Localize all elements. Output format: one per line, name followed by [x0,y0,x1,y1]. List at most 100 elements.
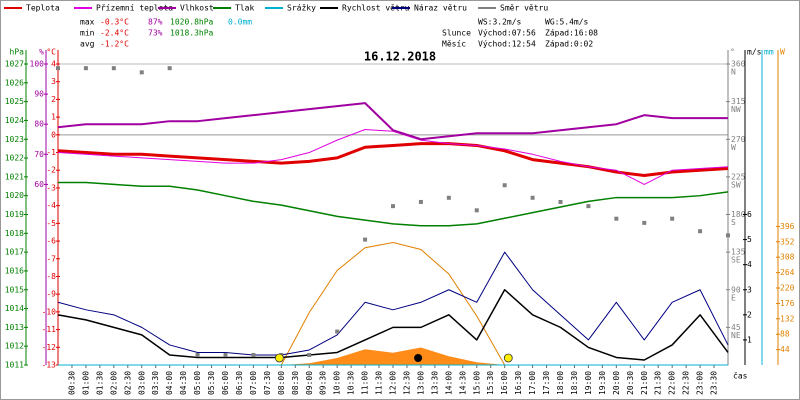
x-tick-label: 03:00 [137,371,146,395]
compass-label: W [731,143,736,152]
direction-point [614,216,619,221]
direction-point [83,66,88,71]
x-tick-label: 15:30 [486,371,495,395]
x-tick-label: 05:30 [207,371,216,395]
info-text: Západ:16:08 [545,29,598,38]
x-tick-label: 11:00 [361,371,370,395]
compass-label: E [731,293,736,302]
y-tick-label: 3 [747,285,752,294]
y-tick-label: -1 [46,148,56,157]
solar-actual-area [281,347,505,365]
y-tick-label: 90 [731,285,741,294]
y-tick-label: 315 [731,97,746,106]
x-tick-label: 13:30 [430,371,439,395]
compass-label: NW [731,105,741,114]
x-tick-label: 21:30 [654,371,663,395]
y-tick-label: -8 [46,272,56,281]
x-tick-label: 18:00 [556,371,565,395]
x-tick-label: 02:30 [123,371,132,395]
x-tick-label: 23:00 [696,371,705,395]
y-tick-label: -9 [46,290,56,299]
direction-point [474,208,479,213]
series-line [57,142,729,178]
compass-label: S [731,218,736,227]
stat-temp: -0.3°C [100,18,129,27]
sun-event [274,353,284,363]
axis-label: ° [730,48,735,57]
stat-mm: 0.0mm [228,18,252,27]
legend-label: Přízemní teplota [96,4,173,13]
x-tick-label: 16:00 [500,371,509,395]
y-tick-label: -13 [42,361,57,370]
series-line [57,289,729,361]
y-tick-label: 44 [780,345,790,354]
x-tick-label: 09:00 [305,371,314,395]
y-tick-label: 1 [747,335,752,344]
y-tick-label: 1020 [5,191,24,200]
info-text: WS:3.2m/s [478,18,522,27]
y-tick-label: 100 [30,60,45,69]
x-axis-label: čas [733,371,748,381]
y-tick-label: 220 [780,284,795,293]
stat-hpa: 1020.8hPa [170,18,214,27]
x-tick-label: 02:00 [109,371,118,395]
direction-point [167,66,172,71]
direction-point [56,66,60,71]
y-tick-label: 2 [51,95,56,104]
solar-theory-line [280,241,506,366]
direction-point [223,352,228,357]
stat-pct: 87% [148,18,163,27]
y-tick-label: 1018 [5,229,24,238]
x-tick-label: 14:00 [444,371,453,395]
y-tick-label: 2 [747,310,752,319]
y-tick-label: 1012 [5,342,24,351]
x-tick-label: 21:00 [640,371,649,395]
direction-point [111,66,116,71]
x-tick-label: 06:30 [235,371,244,395]
x-tick-label: 01:30 [95,371,104,395]
y-tick-label: 6 [747,210,752,219]
direction-point [698,229,703,234]
axis-label: °C [46,48,56,57]
x-tick-label: 22:30 [682,371,691,395]
y-tick-label: -4 [46,201,56,210]
y-tick-label: 132 [780,314,795,323]
x-tick-label: 15:00 [472,371,481,395]
y-tick-label: 1014 [5,304,24,313]
y-tick-label: 60 [34,180,44,189]
direction-point [139,70,144,75]
info-text: Slunce [442,29,471,38]
x-tick-label: 11:30 [375,371,384,395]
y-tick-label: -7 [46,254,56,263]
y-tick-label: 135 [731,248,746,257]
direction-point [335,329,340,334]
direction-point [530,195,535,200]
direction-point [502,183,507,188]
x-tick-label: 08:30 [291,371,300,395]
stat-temp: -1.2°C [100,40,129,49]
series-line [57,129,729,185]
x-tick-label: 05:00 [193,371,202,395]
legend-label: Srážky [287,4,316,13]
compass-label: N [731,68,736,77]
stat-label: min [80,29,95,38]
stat-label: max [80,18,95,27]
y-tick-label: -6 [46,237,56,246]
y-tick-label: 352 [780,237,795,246]
sun-event [503,353,513,363]
y-tick-label: 1026 [5,78,24,87]
x-tick-label: 00:30 [67,371,76,395]
y-tick-label: 180 [731,210,746,219]
direction-point [558,199,563,204]
legend-label: Vlhkost [180,4,214,13]
y-tick-label: 88 [780,330,790,339]
x-tick-label: 04:30 [179,371,188,395]
y-tick-label: 1017 [5,248,24,257]
info-text: Východ:07:56 [478,29,536,38]
x-tick-label: 10:30 [347,371,356,395]
axis-label: mm [764,48,774,57]
y-tick-label: 1013 [5,323,24,332]
series-line [57,251,729,356]
y-tick-label: 1011 [5,361,24,370]
